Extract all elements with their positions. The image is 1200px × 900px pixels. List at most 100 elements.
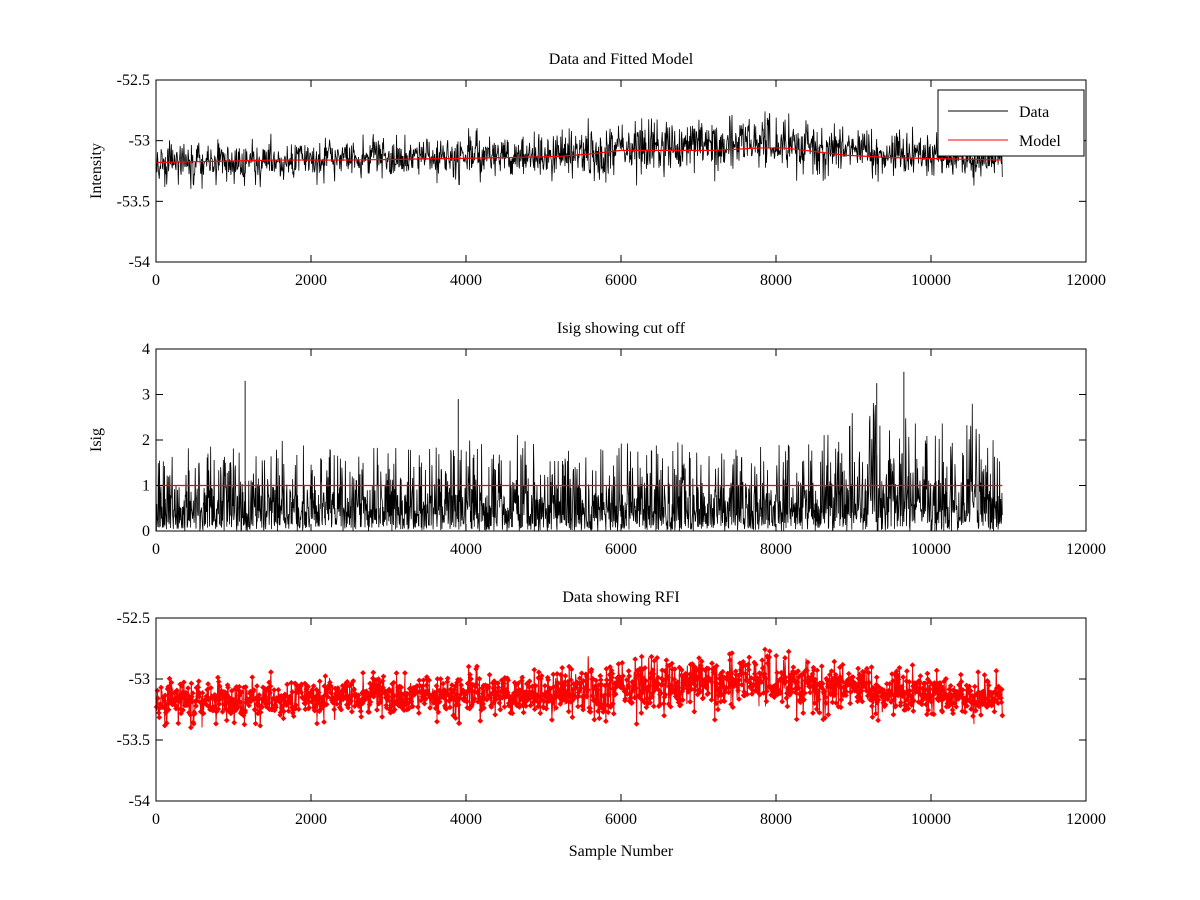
rfi-point bbox=[568, 666, 575, 673]
rfi-point bbox=[257, 722, 264, 729]
rfi-point bbox=[785, 648, 792, 655]
x-tick-label: 12000 bbox=[1066, 541, 1106, 558]
rfi-point bbox=[456, 695, 463, 702]
rfi-point bbox=[285, 708, 292, 714]
rfi-point bbox=[836, 683, 843, 690]
rfi-point bbox=[486, 671, 493, 678]
rfi-point bbox=[966, 683, 973, 690]
rfi-point bbox=[453, 691, 460, 698]
rfi-point bbox=[216, 683, 223, 690]
y-tick-label: 0 bbox=[142, 523, 150, 540]
rfi-point bbox=[603, 665, 610, 672]
rfi-point bbox=[370, 669, 377, 676]
rfi-point bbox=[660, 700, 667, 707]
rfi-point bbox=[595, 708, 601, 715]
rfi-point bbox=[204, 686, 211, 693]
rfi-point bbox=[350, 678, 357, 684]
rfi-point bbox=[976, 703, 982, 710]
rfi-point bbox=[542, 682, 548, 689]
rfi-point bbox=[934, 689, 941, 696]
rfi-point bbox=[455, 701, 462, 708]
rfi-point bbox=[609, 674, 615, 681]
rfi-point bbox=[728, 670, 735, 677]
rfi-point bbox=[487, 695, 494, 701]
rfi-point bbox=[380, 673, 387, 680]
rfi-point bbox=[531, 706, 538, 713]
rfi-point bbox=[958, 678, 965, 685]
rfi-point bbox=[925, 707, 932, 714]
rfi-point bbox=[374, 706, 380, 713]
rfi-point bbox=[749, 690, 755, 697]
rfi-point bbox=[496, 700, 503, 706]
rfi-point bbox=[555, 680, 562, 687]
rfi-point bbox=[501, 703, 508, 710]
rfi-point bbox=[972, 707, 979, 714]
rfi-point bbox=[457, 676, 464, 683]
rfi-point bbox=[236, 683, 243, 690]
rfi-point bbox=[654, 654, 661, 661]
rfi-point bbox=[492, 711, 499, 718]
rfi-point bbox=[923, 692, 930, 699]
rfi-point bbox=[647, 675, 654, 681]
x-tick-label: 8000 bbox=[760, 272, 792, 289]
rfi-point bbox=[690, 671, 697, 678]
rfi-point bbox=[761, 671, 768, 677]
rfi-point bbox=[682, 670, 689, 677]
rfi-point bbox=[290, 713, 297, 720]
rfi-point bbox=[447, 704, 453, 711]
rfi-point bbox=[196, 693, 203, 700]
rfi-point bbox=[316, 678, 323, 685]
rfi-point bbox=[813, 706, 820, 713]
rfi-point bbox=[265, 699, 272, 706]
rfi-point bbox=[236, 692, 243, 699]
rfi-point bbox=[433, 682, 440, 689]
rfi-point bbox=[329, 699, 336, 706]
legend-label-data: Data bbox=[1019, 104, 1049, 121]
rfi-point bbox=[607, 704, 614, 711]
x-tick-label: 10000 bbox=[911, 272, 951, 289]
rfi-point bbox=[545, 676, 552, 683]
rfi-point bbox=[671, 676, 678, 683]
rfi-point bbox=[367, 699, 374, 705]
rfi-point bbox=[597, 676, 604, 683]
rfi-point bbox=[440, 680, 447, 687]
rfi-point bbox=[869, 703, 875, 710]
rfi-point bbox=[982, 695, 989, 702]
rfi-point bbox=[474, 663, 480, 670]
rfi-point bbox=[886, 680, 893, 687]
x-tick-label: 6000 bbox=[605, 272, 637, 289]
rfi-point bbox=[738, 681, 745, 688]
rfi-point bbox=[871, 686, 878, 693]
rfi-point bbox=[234, 704, 241, 711]
rfi-point bbox=[327, 689, 334, 696]
series-isig-line bbox=[155, 402, 1003, 532]
rfi-point bbox=[452, 715, 459, 722]
rfi-point bbox=[573, 684, 580, 691]
rfi-point bbox=[351, 686, 358, 693]
rfi-point bbox=[167, 684, 173, 691]
rfi-point bbox=[691, 708, 698, 715]
rfi-point bbox=[485, 683, 492, 690]
rfi-point bbox=[705, 690, 712, 697]
rfi-point bbox=[625, 668, 632, 674]
rfi-point bbox=[854, 698, 861, 705]
rfi-point bbox=[655, 674, 661, 681]
rfi-point bbox=[663, 657, 670, 664]
rfi-point bbox=[563, 688, 570, 695]
x-tick-label: 0 bbox=[152, 811, 160, 828]
rfi-point bbox=[977, 712, 984, 718]
rfi-point bbox=[295, 706, 302, 713]
rfi-point bbox=[405, 705, 412, 712]
rfi-point bbox=[687, 698, 694, 705]
y-tick-label: -53 bbox=[129, 133, 150, 150]
rfi-point bbox=[184, 701, 191, 708]
rfi-point bbox=[795, 685, 802, 692]
rfi-point bbox=[985, 682, 992, 689]
rfi-point bbox=[693, 667, 700, 674]
rfi-point bbox=[456, 720, 463, 727]
rfi-point bbox=[705, 665, 712, 672]
rfi-point bbox=[259, 704, 266, 710]
rfi-point bbox=[625, 683, 632, 690]
rfi-point bbox=[904, 696, 911, 703]
rfi-point bbox=[528, 688, 535, 695]
